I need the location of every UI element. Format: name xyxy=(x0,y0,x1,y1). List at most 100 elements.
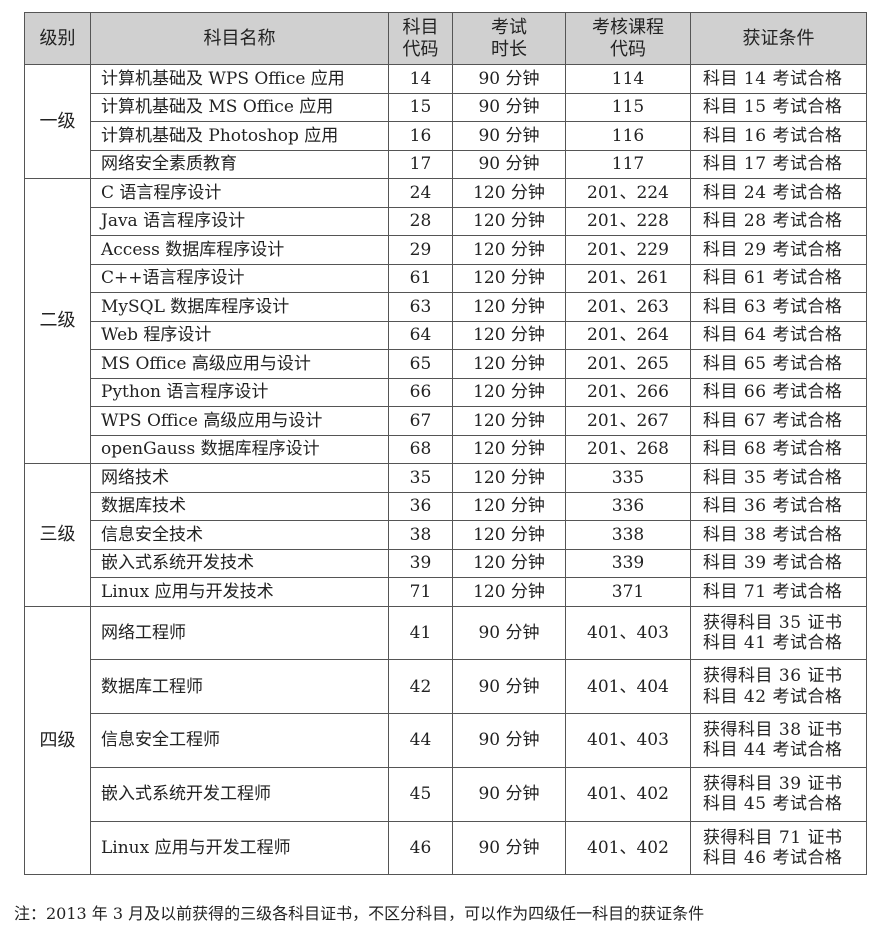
subject-name-cell: 计算机基础及 MS Office 应用 xyxy=(90,92,389,122)
level-cell: 三级 xyxy=(24,463,91,607)
header-subject-code: 科目 代码 xyxy=(388,12,453,65)
table-row: Web 程序设计 64 120 分钟 201、264 科目 64 考试合格 xyxy=(25,320,867,350)
header-course-code: 考核课程 代码 xyxy=(565,12,691,65)
subject-code-cell: 15 xyxy=(388,92,453,122)
certification-condition-cell: 科目 14 考试合格 xyxy=(690,64,867,94)
subject-code-cell: 39 xyxy=(388,548,453,578)
table-row: MySQL 数据库程序设计 63 120 分钟 201、263 科目 63 考试合格 xyxy=(25,292,867,322)
course-code-cell: 201、268 xyxy=(565,434,691,464)
exam-duration-cell: 120 分钟 xyxy=(452,406,566,436)
exam-duration-cell: 90 分钟 xyxy=(452,92,566,122)
certification-condition-cell: 获得科目 36 证书 科目 42 考试合格 xyxy=(690,659,867,715)
table-row: 数据库工程师 42 90 分钟 401、404 获得科目 36 证书 科目 42 考试合… xyxy=(25,659,867,715)
certification-condition-cell: 科目 17 考试合格 xyxy=(690,149,867,179)
table-row: Java 语言程序设计 28 120 分钟 201、228 科目 28 考试合格 xyxy=(25,206,867,236)
subject-name-cell: Linux 应用与开发工程师 xyxy=(90,820,389,876)
table-row: 二级 C 语言程序设计 24 120 分钟 201、224 科目 24 考试合格 xyxy=(24,178,867,464)
certification-condition-cell: 科目 28 考试合格 xyxy=(690,206,867,236)
subject-code-cell: 46 xyxy=(388,820,453,876)
header-certification-condition: 获证条件 xyxy=(690,12,867,65)
exam-duration-cell: 90 分钟 xyxy=(452,64,566,94)
subject-name-cell: 嵌入式系统开发技术 xyxy=(90,548,389,578)
exam-duration-cell: 120 分钟 xyxy=(452,463,566,493)
certification-condition-cell: 科目 39 考试合格 xyxy=(690,548,867,578)
course-code-cell: 201、228 xyxy=(565,206,691,236)
course-code-cell: 336 xyxy=(565,491,691,521)
table-row: 三级 网络技术 35 120 分钟 335 科目 35 考试合格 xyxy=(24,463,867,607)
subject-name-cell: MySQL 数据库程序设计 xyxy=(90,292,389,322)
subject-code-cell: 65 xyxy=(388,349,453,379)
header-subject-name: 科目名称 xyxy=(90,12,389,65)
course-code-cell: 401、404 xyxy=(565,659,691,715)
subject-code-cell: 42 xyxy=(388,659,453,715)
level-cell: 四级 xyxy=(24,605,91,876)
exam-duration-cell: 90 分钟 xyxy=(452,766,566,822)
subject-name-cell: C 语言程序设计 xyxy=(90,178,389,208)
table-row: WPS Office 高级应用与设计 67 120 分钟 201、267 科目 67 考… xyxy=(25,406,867,436)
table-row: 信息安全工程师 44 90 分钟 401、403 获得科目 38 证书 科目 44 考试… xyxy=(25,713,867,768)
exam-duration-cell: 120 分钟 xyxy=(452,520,566,550)
certification-condition-cell: 科目 16 考试合格 xyxy=(690,121,867,151)
table-row: 一级 计算机基础及 WPS Office 应用 14 90 分钟 114 科目 14 考试… xyxy=(24,64,867,179)
subject-name-cell: 网络工程师 xyxy=(90,605,389,661)
certification-condition-cell: 科目 24 考试合格 xyxy=(690,178,867,208)
certification-condition-cell: 获得科目 35 证书 科目 41 考试合格 xyxy=(690,605,867,661)
exam-duration-cell: 120 分钟 xyxy=(452,178,566,208)
header-duration: 考试 时长 xyxy=(452,12,566,65)
exam-duration-cell: 120 分钟 xyxy=(452,491,566,521)
table-row: MS Office 高级应用与设计 65 120 分钟 201、265 科目 65 考试… xyxy=(25,349,867,379)
certification-condition-cell: 科目 35 考试合格 xyxy=(690,463,867,493)
certification-condition-cell: 科目 63 考试合格 xyxy=(690,292,867,322)
subject-code-cell: 38 xyxy=(388,520,453,550)
table-row: 数据库技术 36 120 分钟 336 科目 36 考试合格 xyxy=(25,491,867,521)
course-code-cell: 401、403 xyxy=(565,713,691,768)
exam-duration-cell: 90 分钟 xyxy=(452,605,566,661)
subject-code-cell: 44 xyxy=(388,713,453,768)
table-row: 嵌入式系统开发工程师 45 90 分钟 401、402 获得科目 39 证书 科目 45… xyxy=(25,766,867,822)
subject-name-cell: 信息安全工程师 xyxy=(90,713,389,768)
subject-code-cell: 28 xyxy=(388,206,453,236)
subject-code-cell: 68 xyxy=(388,434,453,464)
certification-condition-cell: 科目 15 考试合格 xyxy=(690,92,867,122)
footnote: 注：2013 年 3 月及以前获得的三级各科目证书，不区分科目，可以作为四级任一… xyxy=(14,904,705,923)
course-code-cell: 114 xyxy=(565,64,691,94)
header-row: 级别 科目名称 科目 代码 考试 时长 考核课程 代码 获证条件 xyxy=(24,12,867,65)
subject-code-cell: 67 xyxy=(388,406,453,436)
exam-duration-cell: 90 分钟 xyxy=(452,149,566,179)
certification-condition-cell: 科目 65 考试合格 xyxy=(690,349,867,379)
subject-name-cell: WPS Office 高级应用与设计 xyxy=(90,406,389,436)
exam-duration-cell: 120 分钟 xyxy=(452,263,566,293)
subject-name-cell: 数据库工程师 xyxy=(90,659,389,715)
course-code-cell: 115 xyxy=(565,92,691,122)
exam-duration-cell: 120 分钟 xyxy=(452,434,566,464)
subject-name-cell: Java 语言程序设计 xyxy=(90,206,389,236)
course-code-cell: 201、261 xyxy=(565,263,691,293)
subject-code-cell: 64 xyxy=(388,320,453,350)
subject-code-cell: 61 xyxy=(388,263,453,293)
table-row: 信息安全技术 38 120 分钟 338 科目 38 考试合格 xyxy=(25,520,867,550)
subject-name-cell: Python 语言程序设计 xyxy=(90,377,389,407)
table-row: Python 语言程序设计 66 120 分钟 201、266 科目 66 考试合格 xyxy=(25,377,867,407)
subject-name-cell: 网络技术 xyxy=(90,463,389,493)
course-code-cell: 201、263 xyxy=(565,292,691,322)
level-cell: 一级 xyxy=(24,64,91,179)
course-code-cell: 201、266 xyxy=(565,377,691,407)
table-row: 嵌入式系统开发技术 39 120 分钟 339 科目 39 考试合格 xyxy=(25,548,867,578)
exam-duration-cell: 120 分钟 xyxy=(452,235,566,265)
subject-code-cell: 24 xyxy=(388,178,453,208)
course-code-cell: 201、264 xyxy=(565,320,691,350)
subject-code-cell: 17 xyxy=(388,149,453,179)
course-code-cell: 371 xyxy=(565,577,691,607)
course-code-cell: 401、403 xyxy=(565,605,691,661)
subject-name-cell: 网络安全素质教育 xyxy=(90,149,389,179)
table-body: 一级 计算机基础及 WPS Office 应用 14 90 分钟 114 科目 14 考试… xyxy=(24,64,867,876)
subject-code-cell: 66 xyxy=(388,377,453,407)
exam-duration-cell: 90 分钟 xyxy=(452,713,566,768)
table-row: Access 数据库程序设计 29 120 分钟 201、229 科目 29 考试合格 xyxy=(25,235,867,265)
course-code-cell: 201、229 xyxy=(565,235,691,265)
subject-code-cell: 14 xyxy=(388,64,453,94)
subject-name-cell: 数据库技术 xyxy=(90,491,389,521)
course-code-cell: 201、265 xyxy=(565,349,691,379)
certification-condition-cell: 科目 61 考试合格 xyxy=(690,263,867,293)
table-row: C++语言程序设计 61 120 分钟 201、261 科目 61 考试合格 xyxy=(25,263,867,293)
